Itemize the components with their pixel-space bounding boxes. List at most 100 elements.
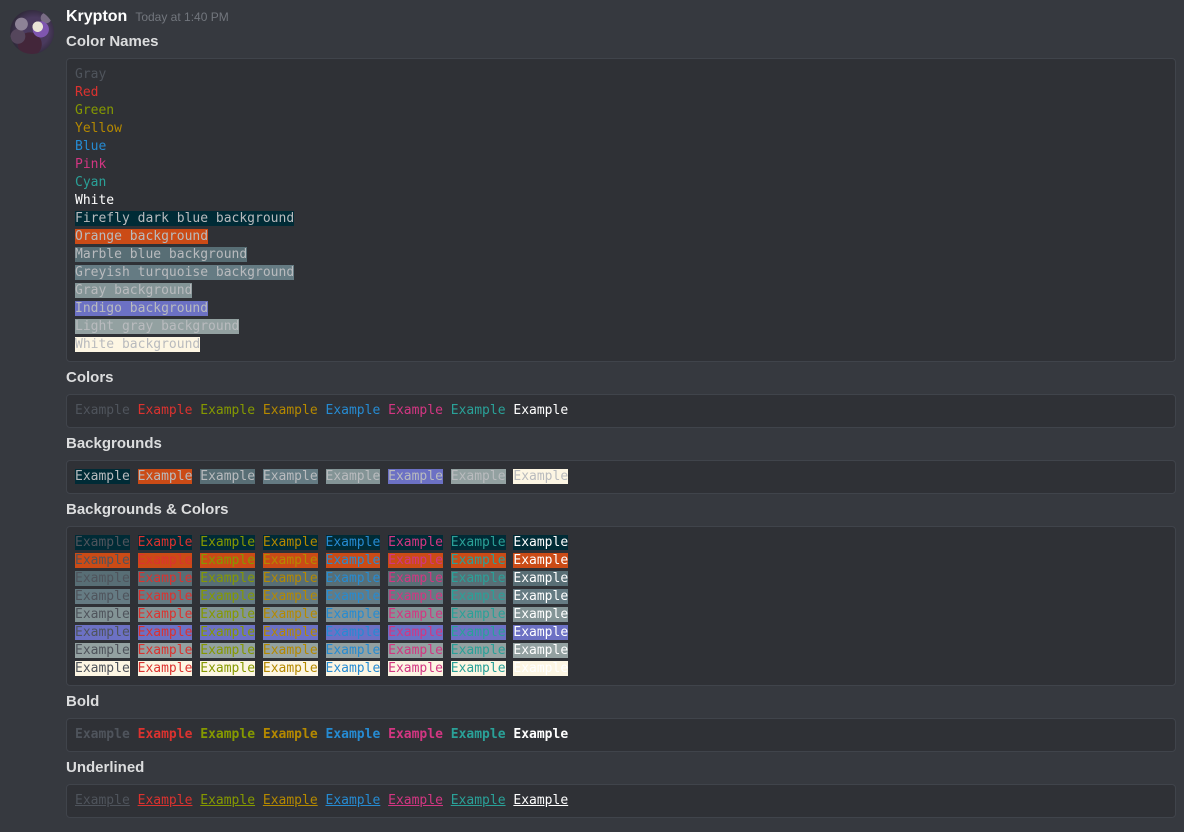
ansi-bg-greyish-turquoise: Example xyxy=(262,469,318,484)
codeblock-colors: Example Example Example Example Example … xyxy=(66,394,1176,428)
ansi-fg-white-bg-indigo: Example xyxy=(513,625,569,640)
ansi-bg-firefly-dark-blue: Example xyxy=(75,469,130,484)
ansi-fg-green: Example xyxy=(200,403,256,418)
code-line: Example Example Example Example Example … xyxy=(75,468,1167,486)
ansi-bold-fg-blue: Example xyxy=(325,727,381,742)
ansi-fg-gray-bg-white: Example xyxy=(75,661,130,676)
ansi-bold-fg-yellow: Example xyxy=(262,727,318,742)
ansi-fg-blue-bg-greyish-turquoise: Example xyxy=(325,589,381,604)
ansi-bg-white: White background xyxy=(75,337,201,352)
ansi-fg-gray-bg-orange: Example xyxy=(75,553,130,568)
section-title-underlined: Underlined xyxy=(66,759,145,776)
ansi-fg-gray-bg-gray: Example xyxy=(75,607,130,622)
ansi-fg-white-bg-marble-blue: Example xyxy=(513,571,569,586)
ansi-bg-indigo: Example xyxy=(388,469,443,484)
ansi-fg-white-bg-light-gray: Example xyxy=(513,643,569,658)
ansi-bold-fg-pink: Example xyxy=(388,727,443,742)
ansi-fg-red-bg-gray: Example xyxy=(137,607,193,622)
section-title-color-names: Color Names xyxy=(66,33,159,50)
timestamp: Today at 1:40 PM xyxy=(135,10,229,24)
code-line: Example Example Example Example Example … xyxy=(75,642,1167,660)
ansi-fg-white-bg-firefly-dark-blue: Example xyxy=(513,535,569,550)
ansi-fg-blue: Example xyxy=(325,403,381,418)
codeblock-backgrounds-and-colors: Example Example Example Example Example … xyxy=(66,526,1176,686)
ansi-fg-pink: Pink xyxy=(75,157,107,172)
code-line: Example Example Example Example Example … xyxy=(75,534,1167,552)
ansi-fg-yellow: Example xyxy=(262,403,318,418)
code-line: Gray background xyxy=(75,282,1167,300)
ansi-fg-cyan: Example xyxy=(450,403,506,418)
ansi-fg-red: Red xyxy=(75,85,99,100)
ansi-fg-blue-bg-indigo: Example xyxy=(325,625,381,640)
ansi-fg-green-bg-white: Example xyxy=(200,661,256,676)
ansi-bg-light-gray: Light gray background xyxy=(75,319,240,334)
ansi-fg-green-bg-light-gray: Example xyxy=(200,643,256,658)
ansi-fg-cyan-bg-orange: Example xyxy=(450,553,506,568)
ansi-underline-fg-gray: Example xyxy=(75,793,130,808)
code-line: Cyan xyxy=(75,174,1167,192)
codeblock-color-names: Gray Red Green Yellow Blue Pink Cyan White Firef… xyxy=(66,58,1176,362)
ansi-fg-red-bg-greyish-turquoise: Example xyxy=(137,589,193,604)
code-line: Gray xyxy=(75,66,1167,84)
code-line: Example Example Example Example Example … xyxy=(75,552,1167,570)
ansi-bg-firefly-dark-blue: Firefly dark blue background xyxy=(75,211,295,226)
ansi-fg-gray-bg-greyish-turquoise: Example xyxy=(75,589,130,604)
ansi-fg-yellow-bg-marble-blue: Example xyxy=(262,571,318,586)
ansi-fg-cyan-bg-marble-blue: Example xyxy=(450,571,506,586)
code-line: White xyxy=(75,192,1167,210)
ansi-fg-white-bg-greyish-turquoise: Example xyxy=(513,589,569,604)
section-title-backgrounds-and-colors: Backgrounds & Colors xyxy=(66,501,229,518)
ansi-underline-fg-yellow: Example xyxy=(262,793,318,808)
ansi-fg-gray: Gray xyxy=(75,67,107,82)
code-line: Example Example Example Example Example … xyxy=(75,660,1167,678)
code-line: Example Example Example Example Example … xyxy=(75,606,1167,624)
ansi-fg-yellow-bg-firefly-dark-blue: Example xyxy=(262,535,318,550)
ansi-fg-green-bg-gray: Example xyxy=(200,607,256,622)
username[interactable]: Krypton xyxy=(66,8,128,25)
ansi-fg-pink: Example xyxy=(388,403,443,418)
code-line: Example Example Example Example Example … xyxy=(75,402,1167,420)
ansi-fg-cyan-bg-gray: Example xyxy=(450,607,506,622)
ansi-fg-yellow-bg-greyish-turquoise: Example xyxy=(262,589,318,604)
ansi-fg-white-bg-white: Example xyxy=(513,661,569,676)
ansi-fg-green: Green xyxy=(75,103,115,118)
section-title-colors: Colors xyxy=(66,369,114,386)
ansi-fg-pink-bg-marble-blue: Example xyxy=(388,571,443,586)
ansi-fg-red-bg-indigo: Example xyxy=(137,625,193,640)
code-line: Red xyxy=(75,84,1167,102)
ansi-fg-cyan: Cyan xyxy=(75,175,107,190)
code-line: Example Example Example Example Example … xyxy=(75,588,1167,606)
code-line: Indigo background xyxy=(75,300,1167,318)
ansi-underline-fg-blue: Example xyxy=(325,793,381,808)
ansi-fg-pink-bg-indigo: Example xyxy=(388,625,443,640)
code-line: Example Example Example Example Example … xyxy=(75,792,1167,810)
ansi-bg-gray: Example xyxy=(325,469,381,484)
ansi-bg-greyish-turquoise: Greyish turquoise background xyxy=(75,265,295,280)
ansi-fg-red-bg-firefly-dark-blue: Example xyxy=(137,535,193,550)
code-line: Orange background xyxy=(75,228,1167,246)
avatar[interactable] xyxy=(10,10,54,54)
ansi-fg-gray: Example xyxy=(75,403,130,418)
code-line: Light gray background xyxy=(75,318,1167,336)
ansi-fg-yellow-bg-orange: Example xyxy=(262,553,318,568)
ansi-fg-yellow: Yellow xyxy=(75,121,122,136)
ansi-fg-white: White xyxy=(75,193,115,208)
code-line: Marble blue background xyxy=(75,246,1167,264)
ansi-fg-pink-bg-greyish-turquoise: Example xyxy=(388,589,443,604)
ansi-underline-fg-red: Example xyxy=(137,793,193,808)
ansi-fg-blue: Blue xyxy=(75,139,107,154)
ansi-fg-yellow-bg-indigo: Example xyxy=(262,625,318,640)
ansi-fg-cyan-bg-light-gray: Example xyxy=(450,643,506,658)
ansi-bold-fg-gray: Example xyxy=(75,727,130,742)
code-line: Example Example Example Example Example … xyxy=(75,570,1167,588)
ansi-underline-fg-white: Example xyxy=(513,793,569,808)
ansi-fg-cyan-bg-firefly-dark-blue: Example xyxy=(450,535,506,550)
ansi-fg-gray-bg-firefly-dark-blue: Example xyxy=(75,535,130,550)
ansi-bold-fg-white: Example xyxy=(513,727,569,742)
code-line: Example Example Example Example Example … xyxy=(75,624,1167,642)
ansi-fg-blue-bg-firefly-dark-blue: Example xyxy=(325,535,381,550)
ansi-underline-fg-cyan: Example xyxy=(450,793,506,808)
chat-message: Krypton Today at 1:40 PM Color Names Gra… xyxy=(10,8,1176,818)
ansi-bold-fg-red: Example xyxy=(137,727,193,742)
